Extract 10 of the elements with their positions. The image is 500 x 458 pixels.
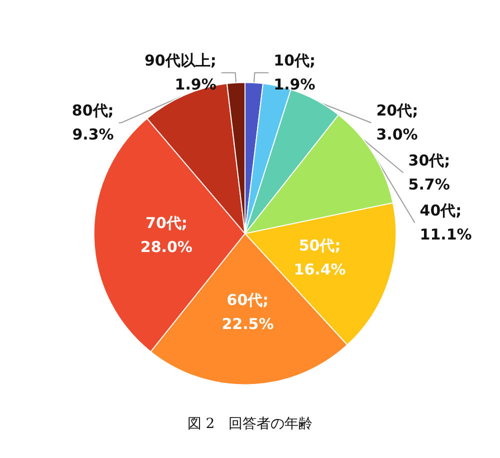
slice-label: 90代以上; 1.9% — [144, 52, 216, 94]
slice-label: 70代; 28.0% — [140, 214, 192, 256]
slice-label: 30代; 5.7% — [408, 152, 450, 194]
slice-label: 50代; 16.4% — [294, 236, 346, 279]
slice-label: 40代; 11.1% — [420, 202, 472, 244]
slice-label: 80代; 9.3% — [72, 102, 114, 144]
slice-label: 10代; 1.9% — [274, 52, 316, 94]
text: 図 2 回答者の年齢 — [187, 416, 313, 432]
slice-label: 20代; 3.0% — [376, 102, 418, 144]
slice-label: 60代; 22.5% — [222, 291, 274, 334]
